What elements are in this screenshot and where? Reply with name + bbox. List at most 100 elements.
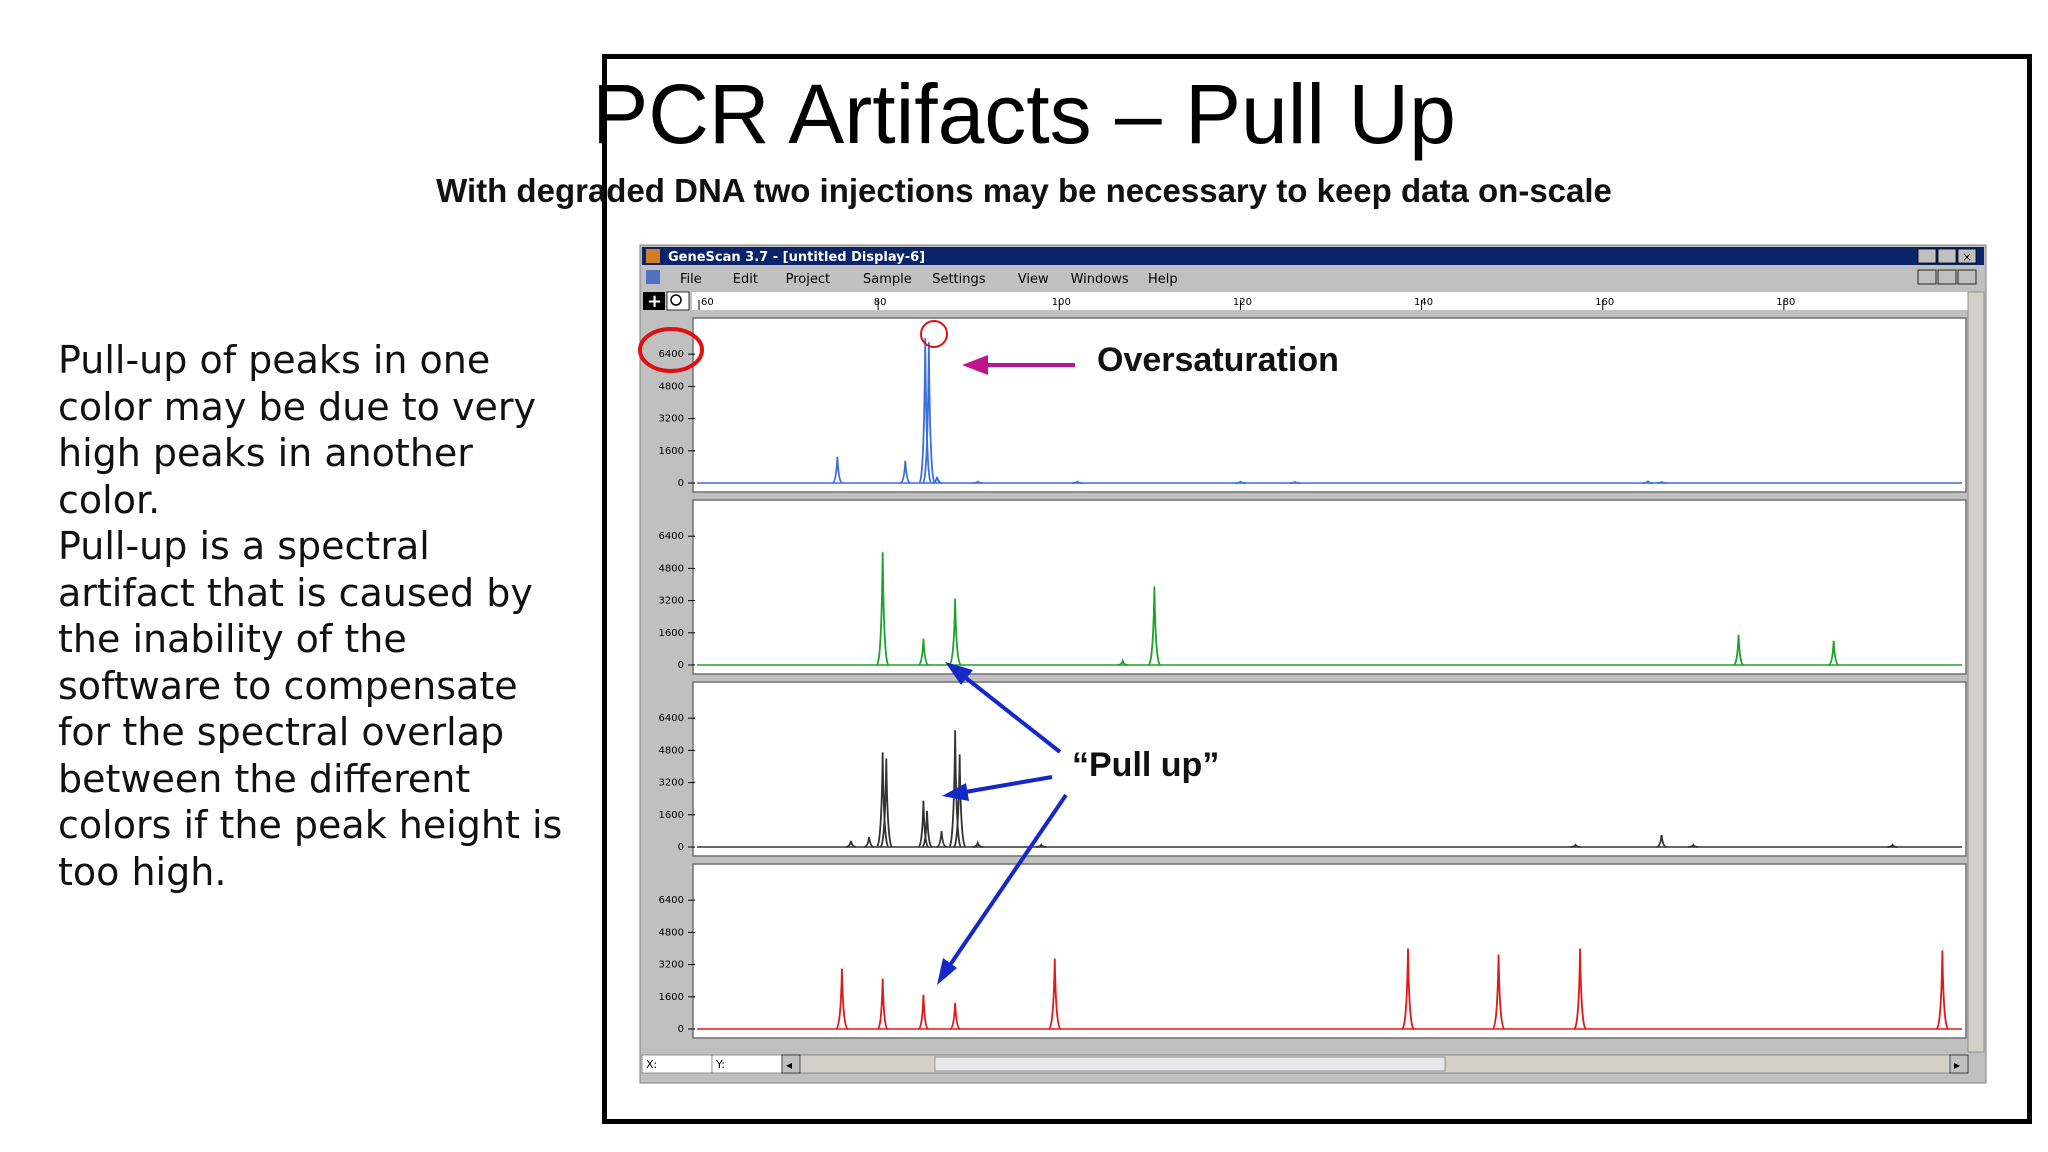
black-peak: [948, 730, 963, 848]
blue-peak: [1072, 480, 1083, 484]
red-peak: [1935, 950, 1950, 1030]
window-title: GeneScan 3.7 - [untitled Display-6]: [668, 250, 925, 265]
green-peak: [1147, 586, 1162, 666]
blue-peak: [832, 456, 843, 484]
red-peak: [1491, 954, 1506, 1030]
blue-peak: [1235, 480, 1246, 484]
close-button[interactable]: [1957, 248, 1977, 264]
y-axis-tick-label: 4800: [659, 381, 684, 392]
magnifier-icon: [670, 294, 682, 306]
minimize-button[interactable]: [1917, 248, 1937, 264]
blue-peak: [1656, 480, 1667, 484]
menu-windows[interactable]: Windows: [1071, 272, 1129, 287]
scroll-thumb[interactable]: [934, 1056, 1446, 1072]
menu-settings[interactable]: Settings: [932, 272, 986, 287]
menu-file[interactable]: File: [680, 272, 702, 287]
slide-title: PCR Artifacts – Pull Up: [592, 67, 1456, 161]
y-axis-tick-label: 6400: [659, 531, 684, 542]
crosshair-icon: +: [647, 291, 662, 312]
doc-icon: [646, 270, 660, 284]
window-controls: ×: [1917, 248, 1977, 264]
y-axis-tick-label: 0: [678, 478, 684, 489]
scroll-left-button[interactable]: [781, 1054, 801, 1074]
black-peak: [875, 752, 890, 848]
x-ruler-tick-label: 160: [1595, 297, 1614, 308]
y-axis-tick-label: 0: [678, 842, 684, 853]
black-peak: [863, 836, 875, 848]
green-trace-panel: 0 1600 3200 4800 6400: [659, 499, 1967, 675]
menu-project[interactable]: Project: [786, 272, 830, 287]
close-icon: ×: [1962, 250, 1972, 264]
crosshair-tool-button[interactable]: [643, 292, 665, 310]
vertical-scrollbar[interactable]: [1967, 291, 1985, 1053]
menu-help[interactable]: Help: [1148, 272, 1178, 287]
menu-sample[interactable]: Sample: [863, 272, 912, 287]
y-axis-tick-label: 1600: [659, 446, 684, 457]
red-peak: [876, 978, 889, 1030]
scroll-right-button[interactable]: [1949, 1054, 1969, 1074]
y-axis-tick-label: 4800: [659, 563, 684, 574]
trace-panel-frame: [692, 681, 1967, 857]
maximize-button[interactable]: [1937, 248, 1957, 264]
pull-up-arrows: [937, 662, 1068, 985]
trace-panel-frame: [692, 499, 1967, 675]
green-peak: [918, 638, 929, 666]
black-peak: [879, 758, 894, 848]
red-trace-panel: 0 1600 3200 4800 6400: [659, 863, 1967, 1039]
callout-circle-peak: [920, 320, 948, 348]
x-ruler-tick-label: 120: [1233, 297, 1252, 308]
app-icon: [646, 249, 660, 263]
menu-view[interactable]: View: [1018, 272, 1049, 287]
doc-minimize-button[interactable]: [1917, 269, 1937, 285]
red-peak: [1047, 958, 1062, 1030]
black-peak: [952, 754, 967, 848]
black-peak: [1036, 843, 1047, 848]
green-peak: [1117, 657, 1128, 666]
callout-circle-axis: [638, 327, 704, 373]
red-peak: [835, 968, 849, 1030]
scroll-right-icon: ▸: [1954, 1058, 1960, 1072]
status-y-label: Y:: [715, 1058, 725, 1071]
y-axis-tick-label: 0: [678, 1024, 684, 1035]
oversaturation-label: Oversaturation: [1097, 341, 1339, 379]
black-peak: [921, 810, 933, 848]
black-peak: [1688, 843, 1699, 848]
y-axis-tick-label: 6400: [659, 349, 684, 360]
green-peak: [875, 552, 890, 666]
y-axis-tick-label: 6400: [659, 713, 684, 724]
pull-up-label: “Pull up”: [1072, 746, 1220, 784]
x-ruler-ticks: 60 80 100 120 140 160 180: [698, 297, 1795, 310]
black-peak: [1656, 834, 1667, 848]
y-axis-tick-label: 3200: [659, 778, 684, 789]
doc-close-button[interactable]: [1957, 269, 1977, 285]
y-axis-tick-label: 3200: [659, 414, 684, 425]
x-ruler: [692, 292, 1968, 310]
black-trace-panel: 0 1600 3200 4800 6400: [659, 681, 1967, 857]
black-peak: [1570, 843, 1581, 848]
electropherogram-panels: 0 1600 3200 4800 6400 0 1600 3200 4800 6400 0 1600 3…: [659, 317, 1967, 1039]
x-ruler-tick-label: 60: [701, 297, 714, 308]
x-ruler-tick-label: 140: [1414, 297, 1433, 308]
y-axis-tick-label: 3200: [659, 960, 684, 971]
slide-subtitle: With degraded DNA two injections may be …: [436, 172, 1612, 209]
doc-restore-button[interactable]: [1937, 269, 1957, 285]
green-peak: [1733, 634, 1744, 666]
menu-edit[interactable]: Edit: [733, 272, 758, 287]
green-peak: [1828, 640, 1840, 666]
y-axis-tick-label: 6400: [659, 895, 684, 906]
red-peak: [1401, 948, 1415, 1030]
black-peak: [972, 839, 983, 848]
blue-peak: [1642, 479, 1654, 484]
blue-peak: [899, 460, 911, 484]
blue-peak: [972, 480, 983, 484]
black-peak: [845, 840, 857, 848]
y-axis-tick-label: 1600: [659, 810, 684, 821]
black-peak: [936, 830, 947, 848]
y-axis-tick-label: 1600: [659, 992, 684, 1003]
status-x-label: X:: [646, 1058, 657, 1071]
menu-bar: File Edit Project Sample Settings View Windows…: [646, 270, 1178, 287]
y-axis-tick-label: 4800: [659, 745, 684, 756]
green-peak: [948, 598, 963, 666]
blue-trace-panel: 0 1600 3200 4800 6400: [659, 317, 1967, 493]
